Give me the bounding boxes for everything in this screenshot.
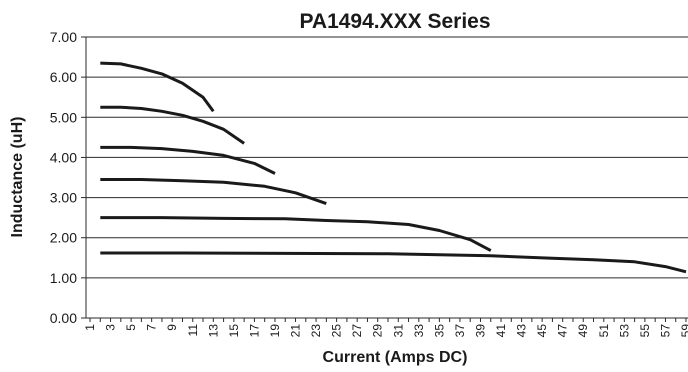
y-tick-label: 2.00 [50,230,77,246]
x-tick-label: 19 [268,324,282,338]
x-tick-label: 49 [576,324,590,338]
x-tick-label: 7 [145,324,159,331]
y-tick-label: 4.00 [50,149,77,165]
x-tick-label: 9 [165,324,179,331]
x-tick-label: 31 [391,324,405,338]
x-tick-label: 17 [247,324,261,338]
x-tick-label: 29 [371,324,385,338]
x-tick-label: 27 [350,324,364,338]
series-line-5 [100,216,492,252]
x-tick-labels: 1 3 5 7 9 11 13 15 17 19 21 23 25 27 29 31 33 35 37 39 41 43 4… [83,324,688,338]
x-tick-label: 51 [597,324,611,338]
y-tick-label: 3.00 [50,190,77,206]
y-tick-label: 7.00 [50,29,77,45]
x-tick-label: 11 [186,324,200,337]
x-tick-label: 35 [432,324,446,338]
x-tick-label: 39 [473,324,487,338]
x-tick-label: 5 [124,324,138,331]
y-tick-label: 1.00 [50,270,77,286]
x-tick-label: 53 [617,324,631,338]
series-line-3 [100,145,276,175]
series-line-1 [100,61,215,113]
x-tick-label: 55 [638,324,652,338]
x-tick-label: 45 [535,324,549,338]
x-tick-label: 21 [289,324,303,338]
x-axis-label: Current (Amps DC) [323,349,468,366]
series-line-4 [100,178,327,206]
x-tick-label: 15 [227,324,241,338]
grid-lines [86,36,688,279]
series-lines [100,61,687,274]
x-tick-label: 25 [330,324,344,338]
x-tick-label: 37 [453,324,467,338]
y-tick-label: 6.00 [50,69,77,85]
x-tick-label: 43 [515,324,529,338]
x-tick-label: 3 [104,324,118,331]
chart-title: PA1494.XXX Series [299,10,490,33]
x-tick-label: 23 [309,324,323,338]
axes [81,36,688,322]
series-line-6 [100,251,687,274]
x-tick-label: 41 [494,324,508,338]
x-tick-label: 57 [658,324,672,338]
y-tick-labels: 0.00 1.00 2.00 3.00 4.00 5.00 6.00 7.00 [50,29,77,326]
x-tick-label: 47 [556,324,570,338]
x-tick-label: 33 [412,324,426,338]
series-line-2 [100,105,245,145]
y-tick-label: 0.00 [50,310,77,326]
y-tick-label: 5.00 [50,109,77,125]
y-axis-label: Inductance (uH) [9,117,26,238]
x-tick-label: 1 [83,324,97,331]
x-tick-label: 59 [679,324,688,338]
x-tick-label: 13 [206,324,220,338]
